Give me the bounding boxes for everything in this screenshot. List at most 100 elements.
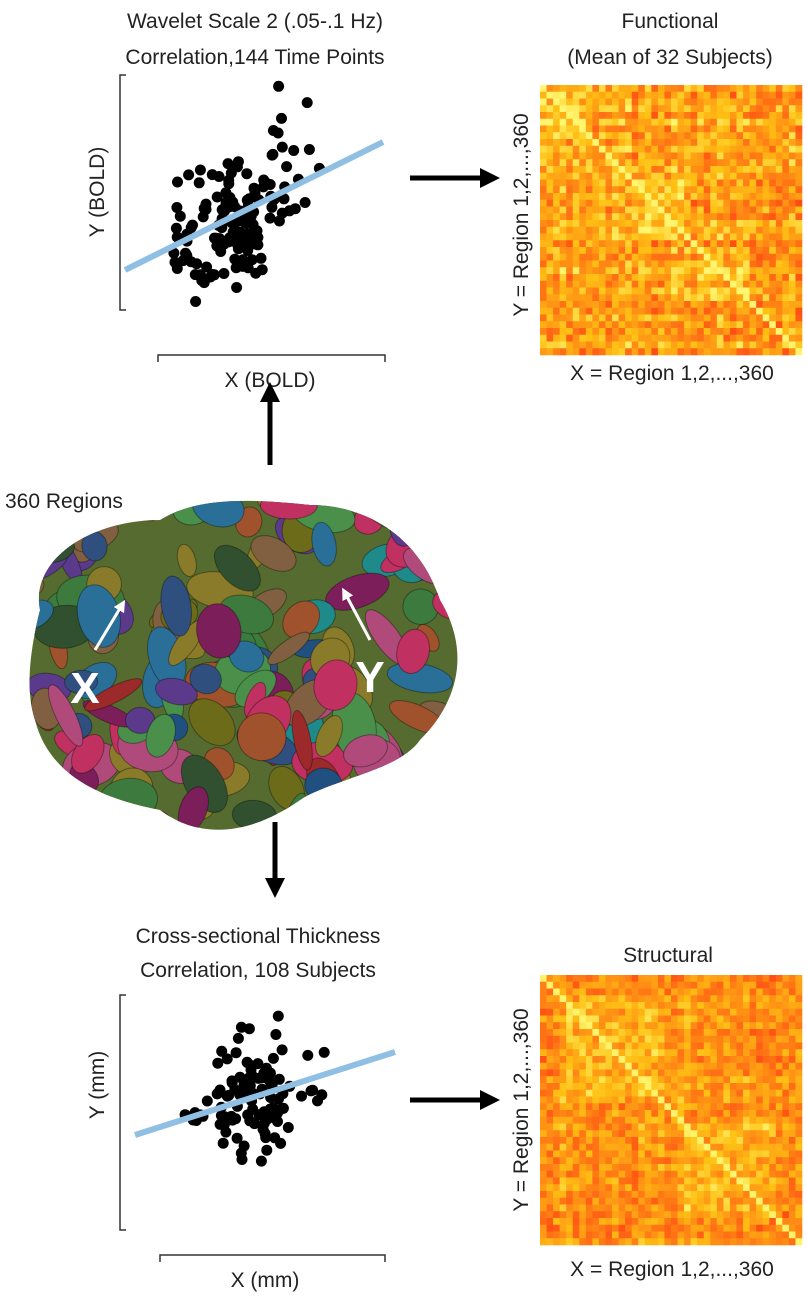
cell — [736, 1211, 744, 1219]
cell — [782, 91, 790, 99]
cell — [762, 1123, 770, 1131]
cell — [788, 240, 796, 248]
cell — [775, 314, 783, 322]
cell — [598, 1008, 606, 1016]
cell — [703, 240, 711, 248]
cell — [710, 274, 718, 282]
cell — [559, 1076, 567, 1084]
cell — [756, 91, 763, 99]
cell — [756, 1069, 763, 1077]
cell — [749, 172, 757, 180]
cell — [729, 112, 737, 120]
subtitle: Correlation,144 Time Points — [125, 46, 384, 69]
cell — [716, 1089, 724, 1097]
cell — [540, 1170, 547, 1178]
cell — [677, 91, 685, 99]
cell — [566, 145, 574, 153]
cell — [638, 1164, 646, 1172]
cell — [572, 247, 580, 255]
cell — [743, 334, 750, 342]
cell — [743, 1096, 750, 1104]
cell — [644, 118, 652, 126]
cell — [710, 267, 718, 275]
cell — [795, 159, 803, 167]
cell — [585, 159, 593, 167]
cell — [559, 172, 567, 180]
cell — [553, 112, 560, 120]
axis-label: Y (BOLD) — [86, 147, 109, 238]
cell — [631, 307, 639, 315]
cell — [566, 1143, 574, 1151]
cell — [795, 1191, 803, 1199]
cell — [716, 240, 724, 248]
cell — [540, 125, 547, 133]
cell — [697, 1184, 705, 1192]
cell — [631, 260, 639, 268]
cell — [657, 1143, 665, 1151]
cell — [671, 1069, 678, 1077]
cell — [651, 85, 659, 93]
cell — [644, 1191, 652, 1199]
cell — [618, 1123, 626, 1131]
dot — [299, 197, 311, 208]
cell — [540, 233, 547, 241]
cell — [703, 1211, 711, 1219]
cell — [612, 125, 619, 133]
cell — [657, 233, 665, 241]
cell — [618, 1238, 626, 1246]
dot — [226, 1075, 238, 1087]
cell — [579, 1049, 587, 1057]
cell — [690, 172, 698, 180]
cell — [690, 1191, 698, 1199]
cell — [566, 1157, 574, 1165]
cell — [756, 199, 763, 207]
dot — [241, 168, 253, 180]
cell — [592, 213, 600, 221]
cell — [625, 1137, 632, 1145]
cell — [618, 125, 626, 133]
scatter-points — [179, 1010, 330, 1167]
cell — [585, 1083, 593, 1091]
cell — [795, 1184, 803, 1192]
cell — [546, 294, 554, 302]
cell — [769, 1083, 777, 1091]
cell — [769, 1211, 777, 1219]
cell — [795, 240, 803, 248]
cell — [782, 1049, 790, 1057]
cell — [710, 1022, 718, 1030]
cell — [566, 287, 574, 295]
cell — [618, 1015, 626, 1023]
cell — [546, 988, 554, 996]
cell — [664, 1008, 672, 1016]
cell — [795, 348, 803, 356]
cell — [795, 1062, 803, 1070]
cell — [795, 233, 803, 241]
cell — [657, 206, 665, 214]
cell — [572, 1224, 580, 1232]
cell — [540, 1177, 547, 1185]
cell — [566, 1042, 574, 1050]
dot — [231, 1132, 243, 1144]
cell — [612, 267, 619, 275]
cell — [710, 1069, 718, 1077]
cell — [625, 85, 632, 93]
cell — [743, 294, 750, 302]
cell — [782, 1110, 790, 1118]
cell — [782, 294, 790, 302]
dot — [312, 1095, 323, 1107]
cell — [598, 193, 606, 201]
cell — [546, 247, 554, 255]
cell — [559, 1197, 567, 1205]
cell — [664, 267, 672, 275]
cell — [762, 1069, 770, 1077]
parcel — [409, 762, 449, 808]
cell — [540, 1008, 547, 1016]
cell — [782, 1164, 790, 1172]
cell — [598, 280, 606, 288]
cell — [775, 1069, 783, 1077]
cell — [540, 152, 547, 160]
cell — [697, 166, 705, 174]
cell — [782, 213, 790, 221]
cell — [546, 125, 554, 133]
cell — [756, 240, 763, 248]
